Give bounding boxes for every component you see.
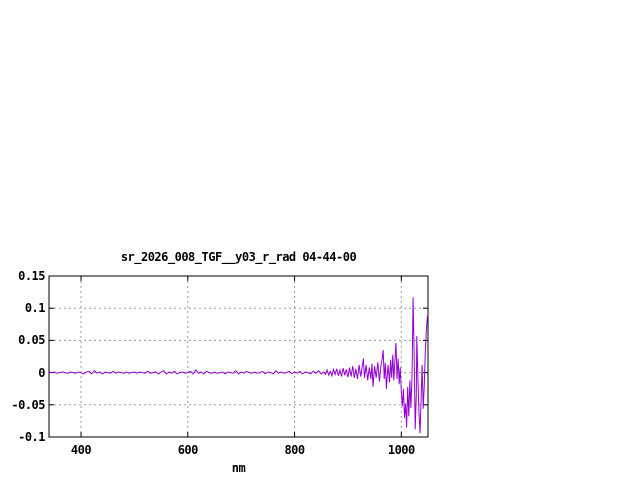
chart-title: sr_2026_008_TGF__y03_r_rad 04-44-00: [120, 250, 357, 264]
spectrum-line: [48, 297, 429, 434]
x-axis-label: nm: [231, 461, 246, 475]
y-tick-label: 0.05: [18, 333, 45, 348]
x-tick-label: 800: [284, 443, 305, 457]
x-tick-label: 1000: [387, 443, 415, 457]
x-tick-label: 600: [177, 443, 199, 457]
x-tick-label: 400: [70, 443, 92, 457]
y-tick-label: -0.05: [11, 397, 45, 412]
plot-border: [48, 275, 429, 438]
y-tick-label: 0: [38, 365, 45, 380]
y-tick-label: -0.1: [18, 430, 45, 444]
y-tick-label: 0.15: [18, 269, 45, 283]
y-tick-label: 0.1: [24, 301, 46, 316]
